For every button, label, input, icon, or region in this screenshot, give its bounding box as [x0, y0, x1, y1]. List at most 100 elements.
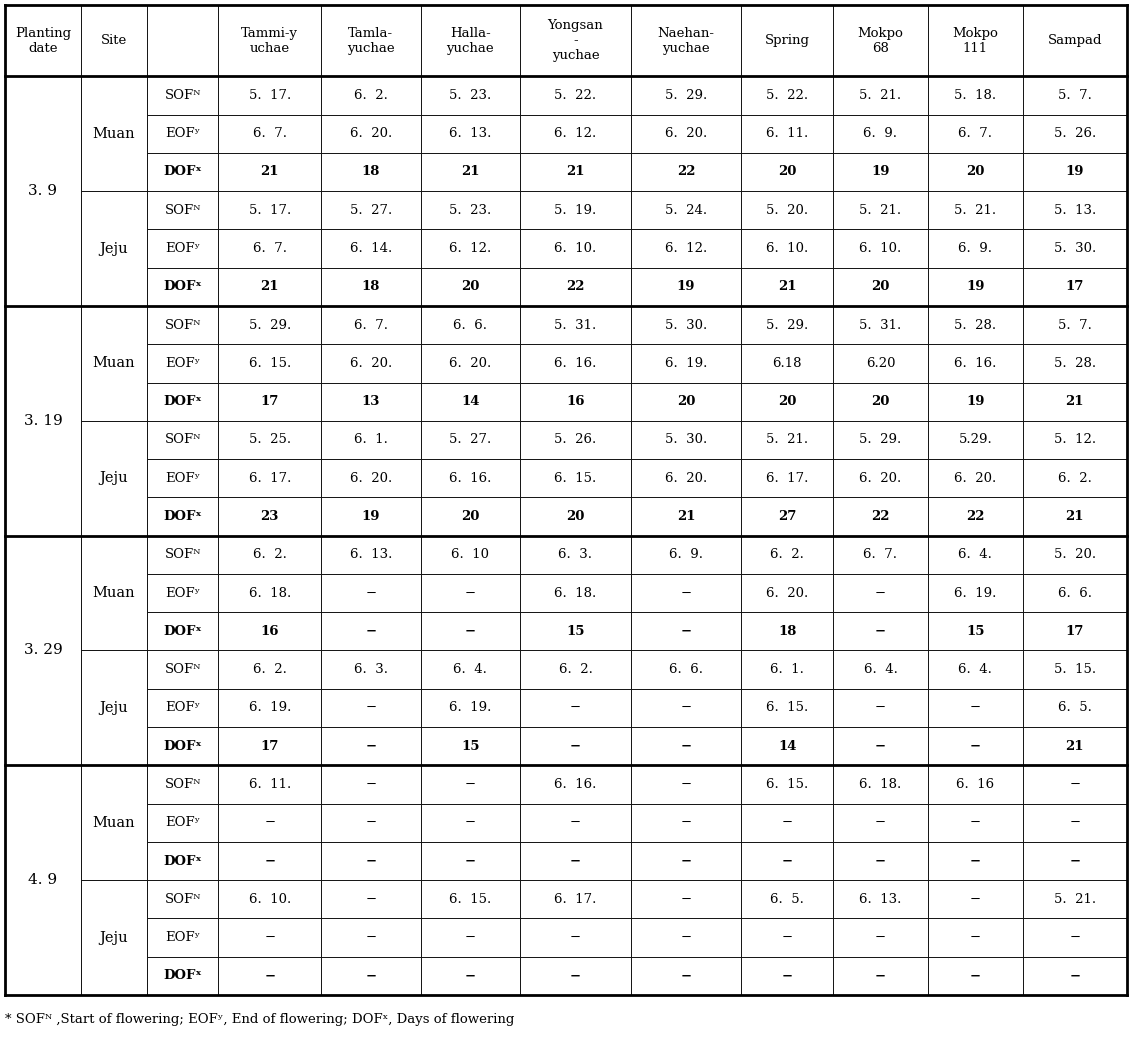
- Bar: [631, 574, 741, 612]
- Bar: [521, 650, 631, 688]
- Text: 6.  9.: 6. 9.: [669, 549, 703, 561]
- Text: −: −: [465, 778, 475, 791]
- Bar: [80, 460, 147, 498]
- Bar: [741, 612, 833, 650]
- Bar: [321, 420, 421, 460]
- Bar: [631, 230, 741, 268]
- Bar: [5, 650, 80, 688]
- Bar: [147, 306, 218, 344]
- Bar: [928, 76, 1022, 114]
- Text: 22: 22: [966, 510, 985, 523]
- Bar: [928, 306, 1022, 344]
- Text: 6.  2.: 6. 2.: [1058, 471, 1091, 485]
- Bar: [80, 5, 147, 76]
- Text: −: −: [680, 778, 692, 791]
- Bar: [521, 114, 631, 152]
- Text: 5.29.: 5.29.: [959, 433, 992, 447]
- Text: Mokpo
68: Mokpo 68: [858, 26, 903, 55]
- Bar: [80, 766, 147, 880]
- Text: 5.  21.: 5. 21.: [1054, 893, 1096, 905]
- Text: 6.  13.: 6. 13.: [859, 893, 902, 905]
- Bar: [833, 191, 928, 230]
- Bar: [521, 382, 631, 420]
- Text: −: −: [970, 739, 980, 753]
- Text: 20: 20: [872, 395, 890, 408]
- Bar: [80, 536, 147, 650]
- Bar: [147, 612, 218, 650]
- Text: −: −: [1070, 969, 1080, 983]
- Text: 6.  4.: 6. 4.: [454, 663, 488, 676]
- Bar: [421, 688, 521, 728]
- Bar: [421, 842, 521, 880]
- Text: 6.  9.: 6. 9.: [864, 127, 898, 140]
- Bar: [631, 152, 741, 191]
- Bar: [147, 956, 218, 995]
- Text: 6.  15.: 6. 15.: [449, 893, 491, 905]
- Bar: [218, 498, 321, 536]
- Text: 6.  7.: 6. 7.: [354, 319, 388, 331]
- Bar: [631, 460, 741, 498]
- Text: 21: 21: [260, 165, 278, 179]
- Text: 6.  7.: 6. 7.: [252, 243, 286, 255]
- Text: 17: 17: [260, 395, 278, 408]
- Bar: [218, 536, 321, 574]
- Text: 14: 14: [778, 739, 797, 753]
- Text: 6.  11.: 6. 11.: [249, 778, 291, 791]
- Text: −: −: [782, 816, 792, 829]
- Bar: [928, 728, 1022, 766]
- Bar: [833, 574, 928, 612]
- Bar: [928, 268, 1022, 306]
- Text: −: −: [264, 855, 275, 867]
- Bar: [218, 191, 321, 230]
- Bar: [928, 842, 1022, 880]
- Text: 6.  15.: 6. 15.: [766, 778, 808, 791]
- Bar: [147, 382, 218, 420]
- Text: 6.  10.: 6. 10.: [555, 243, 597, 255]
- Bar: [1022, 880, 1127, 918]
- Text: 5.  18.: 5. 18.: [954, 89, 996, 102]
- Text: 6.  14.: 6. 14.: [350, 243, 392, 255]
- Text: 20: 20: [461, 281, 480, 293]
- Bar: [421, 956, 521, 995]
- Text: SOFᴺ: SOFᴺ: [164, 433, 201, 447]
- Text: 6.  19.: 6. 19.: [449, 701, 491, 715]
- Bar: [80, 918, 147, 956]
- Bar: [321, 842, 421, 880]
- Text: 5.  29.: 5. 29.: [249, 319, 291, 331]
- Text: EOFʸ: EOFʸ: [165, 587, 200, 599]
- Text: 5.  13.: 5. 13.: [1054, 203, 1096, 217]
- Bar: [833, 460, 928, 498]
- Text: 6.  15.: 6. 15.: [766, 701, 808, 715]
- Text: 6.  6.: 6. 6.: [669, 663, 703, 676]
- Text: EOFʸ: EOFʸ: [165, 816, 200, 829]
- Text: EOFʸ: EOFʸ: [165, 357, 200, 370]
- Text: 5.  30.: 5. 30.: [664, 433, 708, 447]
- Bar: [147, 152, 218, 191]
- Bar: [80, 804, 147, 842]
- Text: 5.  26.: 5. 26.: [1054, 127, 1096, 140]
- Bar: [521, 306, 631, 344]
- Bar: [521, 498, 631, 536]
- Text: −: −: [465, 816, 475, 829]
- Bar: [147, 918, 218, 956]
- Bar: [5, 114, 80, 152]
- Text: SOFᴺ: SOFᴺ: [164, 89, 201, 102]
- Bar: [833, 650, 928, 688]
- Bar: [218, 612, 321, 650]
- Text: −: −: [680, 701, 692, 715]
- Text: 6.  2.: 6. 2.: [770, 549, 804, 561]
- Bar: [80, 688, 147, 728]
- Text: 6.  5.: 6. 5.: [770, 893, 804, 905]
- Bar: [80, 880, 147, 995]
- Text: SOFᴺ: SOFᴺ: [164, 893, 201, 905]
- Text: −: −: [569, 969, 581, 983]
- Text: DOFˣ: DOFˣ: [163, 855, 203, 867]
- Bar: [521, 230, 631, 268]
- Bar: [928, 650, 1022, 688]
- Text: SOFᴺ: SOFᴺ: [164, 663, 201, 676]
- Bar: [421, 612, 521, 650]
- Bar: [631, 114, 741, 152]
- Bar: [147, 114, 218, 152]
- Text: 6.  16: 6. 16: [957, 778, 994, 791]
- Bar: [321, 268, 421, 306]
